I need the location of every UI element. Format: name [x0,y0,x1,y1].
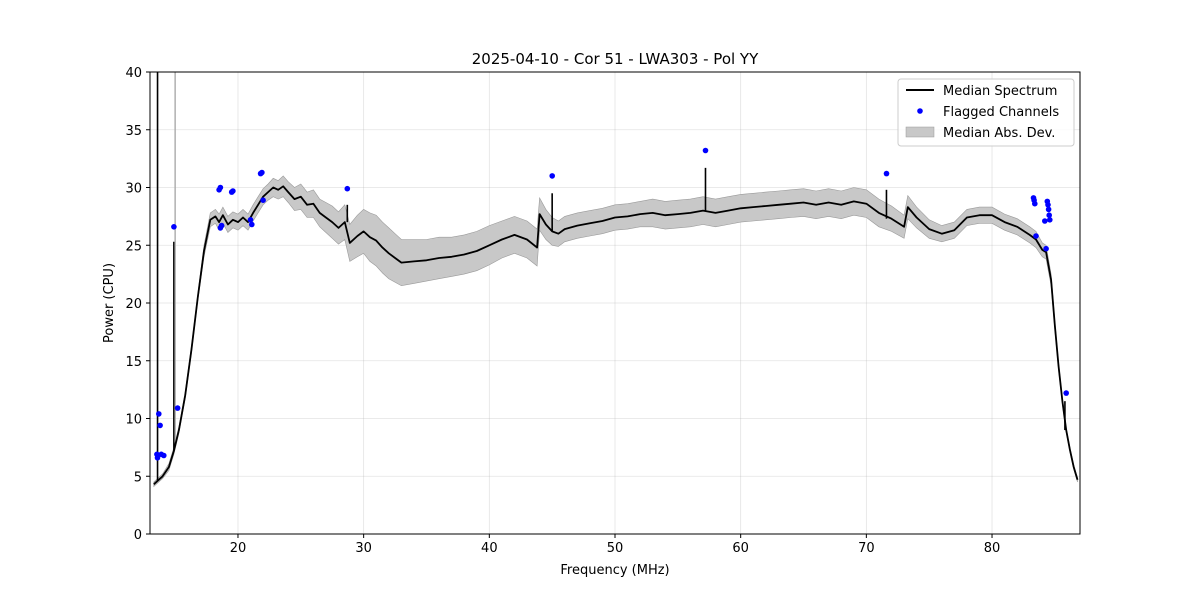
legend-label-median: Median Spectrum [943,84,1057,99]
flagged-channel-marker [259,169,265,176]
y-tick-label: 5 [134,470,142,485]
y-axis-ticks: 0 5 10 15 20 25 30 35 40 [125,66,150,543]
legend-band-swatch [905,126,935,138]
flagged-channel-marker [260,197,266,203]
y-tick-label: 25 [125,239,142,254]
flagged-channel-marker [1033,233,1039,239]
x-axis-label: Frequency (MHz) [560,563,669,578]
flagged-channel-marker [549,173,555,179]
legend-box [897,78,1075,147]
mad-band [153,175,1078,488]
flagged-channel-marker [218,222,225,229]
flagged-channel-marker [154,455,161,461]
y-tick-label: 30 [125,182,142,197]
flagged-channel-marker [217,184,224,191]
mad-band-layer [153,175,1078,488]
flagged-channel-marker [1045,202,1051,208]
flagged-channel-marker [249,221,255,228]
y-tick-label: 10 [125,413,142,428]
x-tick-label: 30 [355,541,372,556]
x-tick-label: 80 [984,541,1001,556]
flagged-channel-marker [702,147,709,154]
x-tick-label: 20 [230,541,247,556]
flagged-channel-marker [156,411,162,417]
y-tick-label: 15 [125,355,142,370]
flagged-channel-marker [883,170,890,177]
x-tick-label: 70 [858,541,875,556]
flagged-channel-marker [174,405,181,411]
flagged-markers-layer [154,147,1069,461]
y-tick-label: 40 [125,66,142,81]
y-tick-label: 0 [134,528,142,543]
x-tick-label: 60 [732,541,749,556]
flagged-channel-marker [1063,390,1069,396]
flagged-channel-marker [1042,218,1048,224]
flagged-channel-marker [1043,245,1049,252]
legend-label-flagged: Flagged Channels [943,105,1059,120]
flagged-channel-marker [1046,212,1052,218]
flagged-channel-marker [230,188,236,194]
y-axis-label: Power (CPU) [102,263,117,343]
flagged-channel-marker [1047,217,1053,223]
legend-marker-swatch [917,108,923,114]
y-tick-label: 35 [125,124,142,139]
flagged-channel-marker [344,185,351,192]
flagged-channel-marker [171,224,177,230]
flagged-channel-marker [1045,206,1052,213]
x-tick-label: 40 [481,541,498,556]
x-tick-label: 50 [607,541,624,556]
flagged-channel-marker [1032,200,1038,207]
y-tick-label: 20 [125,297,142,312]
legend: Median Spectrum Flagged Channels Median … [897,78,1075,147]
legend-label-mad: Median Abs. Dev. [943,126,1055,141]
flagged-channel-marker [161,452,167,459]
chart-title: 2025-04-10 - Cor 51 - LWA303 - Pol YY [472,50,759,68]
flagged-channel-marker [247,217,254,223]
x-axis-ticks: 20 30 40 50 60 70 80 [230,534,1001,556]
flagged-channel-marker [157,422,163,429]
